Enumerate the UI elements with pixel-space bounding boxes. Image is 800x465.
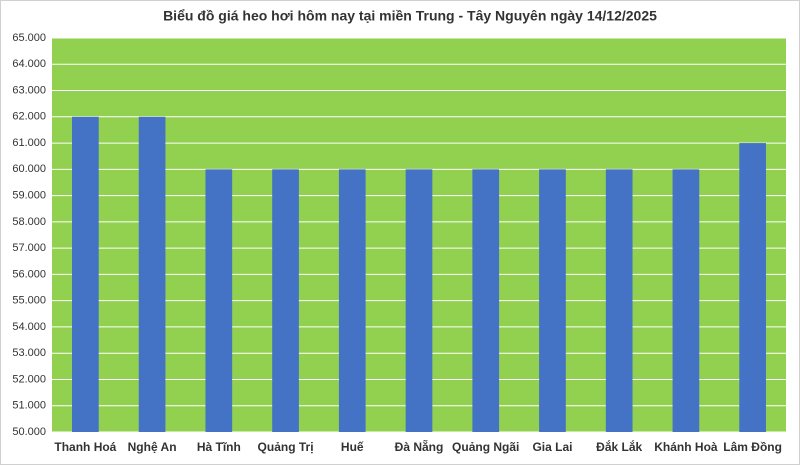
- x-tick-label: Quảng Trị: [258, 440, 314, 454]
- y-tick-label: 59.000: [12, 190, 46, 202]
- x-tick-label: Gia Lai: [532, 440, 572, 454]
- y-tick-label: 64.000: [12, 58, 46, 70]
- x-tick-label: Đắk Lắk: [596, 439, 642, 454]
- bar: [272, 169, 299, 433]
- x-tick-label: Đà Nẵng: [395, 439, 444, 454]
- y-tick-label: 65.000: [12, 32, 46, 44]
- y-tick-label: 53.000: [12, 347, 46, 359]
- x-tick-label: Lâm Đồng: [723, 440, 782, 454]
- y-tick-label: 55.000: [12, 295, 46, 307]
- x-tick-label: Hà Tĩnh: [197, 440, 241, 454]
- y-tick-label: 60.000: [12, 163, 46, 175]
- y-tick-label: 61.000: [12, 137, 46, 149]
- bar: [605, 169, 633, 433]
- y-tick-label: 58.000: [12, 216, 46, 228]
- x-tick-label: Quảng Ngãi: [452, 440, 519, 454]
- y-tick-label: 52.000: [12, 373, 46, 385]
- y-tick-label: 51.000: [12, 400, 46, 412]
- chart-title: Biểu đồ giá heo hơi hôm nay tại miền Tru…: [163, 8, 657, 24]
- y-tick-label: 62.000: [12, 111, 46, 123]
- y-tick-label: 56.000: [12, 268, 46, 280]
- x-tick-label: Khánh Hoà: [654, 440, 718, 454]
- y-tick-label: 50.000: [12, 426, 46, 438]
- bar: [472, 169, 500, 433]
- x-tick-label: Nghệ An: [128, 440, 177, 454]
- bar: [72, 116, 99, 433]
- bar: [672, 169, 700, 433]
- bar: [205, 169, 233, 433]
- y-tick-label: 57.000: [12, 242, 46, 254]
- x-tick-label: Thanh Hoá: [54, 440, 116, 454]
- x-tick-label: Huế: [341, 440, 364, 454]
- bar: [739, 143, 766, 433]
- y-tick-label: 54.000: [12, 321, 46, 333]
- bar: [138, 116, 166, 433]
- bar: [338, 169, 366, 433]
- y-tick-label: 63.000: [12, 84, 46, 96]
- bar: [539, 169, 566, 433]
- bar: [405, 169, 433, 433]
